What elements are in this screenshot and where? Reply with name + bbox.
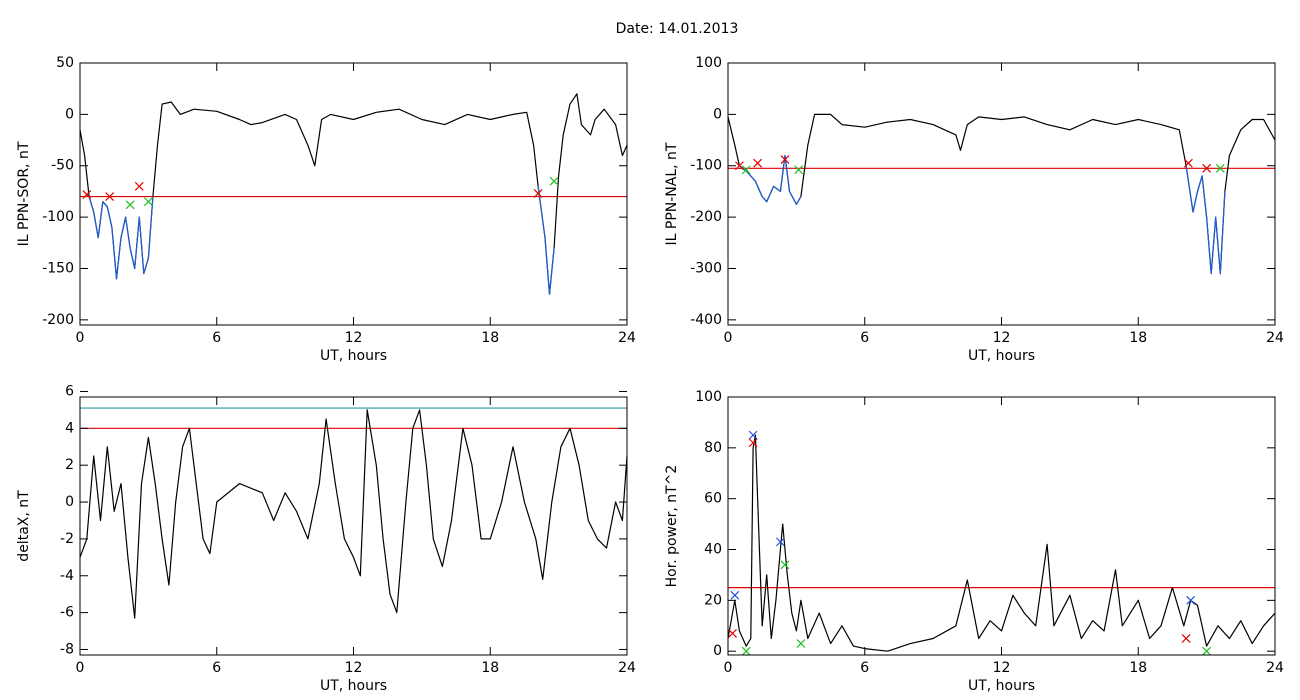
y-axis-label: deltaX, nT bbox=[16, 490, 32, 562]
cross-marker bbox=[741, 165, 751, 175]
plot-area bbox=[728, 113, 1275, 275]
cross-marker bbox=[1181, 634, 1191, 643]
y-tick-label: -400 bbox=[690, 312, 722, 328]
data-line bbox=[728, 434, 1275, 652]
cross-marker bbox=[533, 189, 543, 198]
plot-area bbox=[80, 93, 627, 295]
cross-marker bbox=[753, 158, 763, 168]
y-tick-label: 2 bbox=[65, 457, 74, 473]
x-tick-label: 0 bbox=[76, 330, 85, 346]
y-tick-label: 0 bbox=[65, 106, 74, 122]
x-tick-label: 18 bbox=[1129, 330, 1147, 346]
x-tick-label: 6 bbox=[860, 330, 869, 346]
cross-marker bbox=[741, 646, 751, 655]
x-tick-label: 0 bbox=[76, 660, 85, 676]
cross-marker bbox=[549, 176, 559, 186]
y-tick-label: -8 bbox=[60, 641, 74, 657]
y-tick-label: 20 bbox=[704, 592, 722, 608]
plot-area bbox=[80, 407, 627, 619]
y-tick-label: 100 bbox=[695, 389, 722, 405]
x-tick-label: 12 bbox=[993, 660, 1011, 676]
y-axis-label: IL PPN-SOR, nT bbox=[16, 141, 32, 246]
y-tick-label: 100 bbox=[695, 55, 722, 71]
y-tick-label: -100 bbox=[42, 209, 74, 225]
y-tick-label: -100 bbox=[690, 158, 722, 174]
cross-marker bbox=[82, 190, 92, 199]
x-axis-label: UT, hours bbox=[968, 348, 1035, 364]
cross-marker bbox=[780, 155, 790, 165]
plot-area bbox=[728, 430, 1275, 655]
y-tick-label: 0 bbox=[65, 494, 74, 510]
x-tick-label: 6 bbox=[860, 660, 869, 676]
cross-marker bbox=[734, 161, 744, 171]
x-axis-label: UT, hours bbox=[320, 678, 387, 694]
cross-marker bbox=[1183, 158, 1193, 168]
x-tick-label: 18 bbox=[1129, 660, 1147, 676]
y-tick-label: 50 bbox=[56, 55, 74, 71]
cross-marker bbox=[728, 628, 737, 638]
data-line bbox=[88, 186, 555, 295]
cross-marker bbox=[143, 197, 153, 207]
cross-marker bbox=[1186, 595, 1196, 605]
x-tick-label: 12 bbox=[993, 330, 1011, 346]
cross-marker bbox=[794, 165, 804, 175]
y-tick-label: 4 bbox=[65, 420, 74, 436]
cross-marker bbox=[775, 537, 785, 547]
x-tick-label: 12 bbox=[345, 330, 363, 346]
cross-marker bbox=[748, 438, 758, 448]
y-tick-label: -2 bbox=[60, 531, 74, 547]
y-tick-label: 6 bbox=[65, 383, 74, 399]
data-line bbox=[739, 154, 1226, 275]
cross-marker bbox=[1215, 163, 1225, 173]
x-axis-label: UT, hours bbox=[320, 348, 387, 364]
y-tick-label: -6 bbox=[60, 605, 74, 621]
y-tick-label: -200 bbox=[690, 209, 722, 225]
y-axis-label: IL PPN-NAL, nT bbox=[664, 142, 680, 245]
y-tick-label: -50 bbox=[51, 158, 74, 174]
x-tick-label: 6 bbox=[212, 660, 221, 676]
y-tick-label: 60 bbox=[704, 491, 722, 507]
y-tick-label: 0 bbox=[713, 643, 722, 659]
x-tick-label: 18 bbox=[481, 660, 499, 676]
cross-marker bbox=[796, 639, 806, 648]
y-tick-label: -300 bbox=[690, 260, 722, 276]
y-tick-label: -4 bbox=[60, 568, 74, 584]
cross-marker bbox=[125, 200, 135, 210]
x-tick-label: 24 bbox=[1266, 660, 1284, 676]
cross-marker bbox=[105, 192, 115, 201]
y-tick-label: -200 bbox=[42, 312, 74, 328]
x-tick-label: 24 bbox=[618, 660, 636, 676]
cross-marker bbox=[730, 590, 740, 600]
x-tick-label: 0 bbox=[724, 330, 733, 346]
cross-marker bbox=[134, 181, 144, 191]
y-tick-label: 0 bbox=[713, 106, 722, 122]
x-tick-label: 24 bbox=[618, 330, 636, 346]
y-tick-label: 80 bbox=[704, 440, 722, 456]
x-tick-label: 12 bbox=[345, 660, 363, 676]
cross-marker bbox=[748, 430, 758, 440]
x-tick-label: 6 bbox=[212, 330, 221, 346]
x-tick-label: 18 bbox=[481, 330, 499, 346]
y-tick-label: 40 bbox=[704, 542, 722, 558]
y-axis-label: Hor. power, nT^2 bbox=[664, 465, 680, 588]
data-line bbox=[80, 409, 627, 619]
x-tick-label: 24 bbox=[1266, 330, 1284, 346]
cross-marker bbox=[1202, 646, 1212, 655]
x-axis-label: UT, hours bbox=[968, 678, 1035, 694]
cross-marker bbox=[1202, 163, 1212, 173]
y-tick-label: -150 bbox=[42, 260, 74, 276]
x-tick-label: 0 bbox=[724, 660, 733, 676]
figure-title: Date: 14.01.2013 bbox=[616, 21, 739, 37]
cross-marker bbox=[780, 560, 790, 570]
